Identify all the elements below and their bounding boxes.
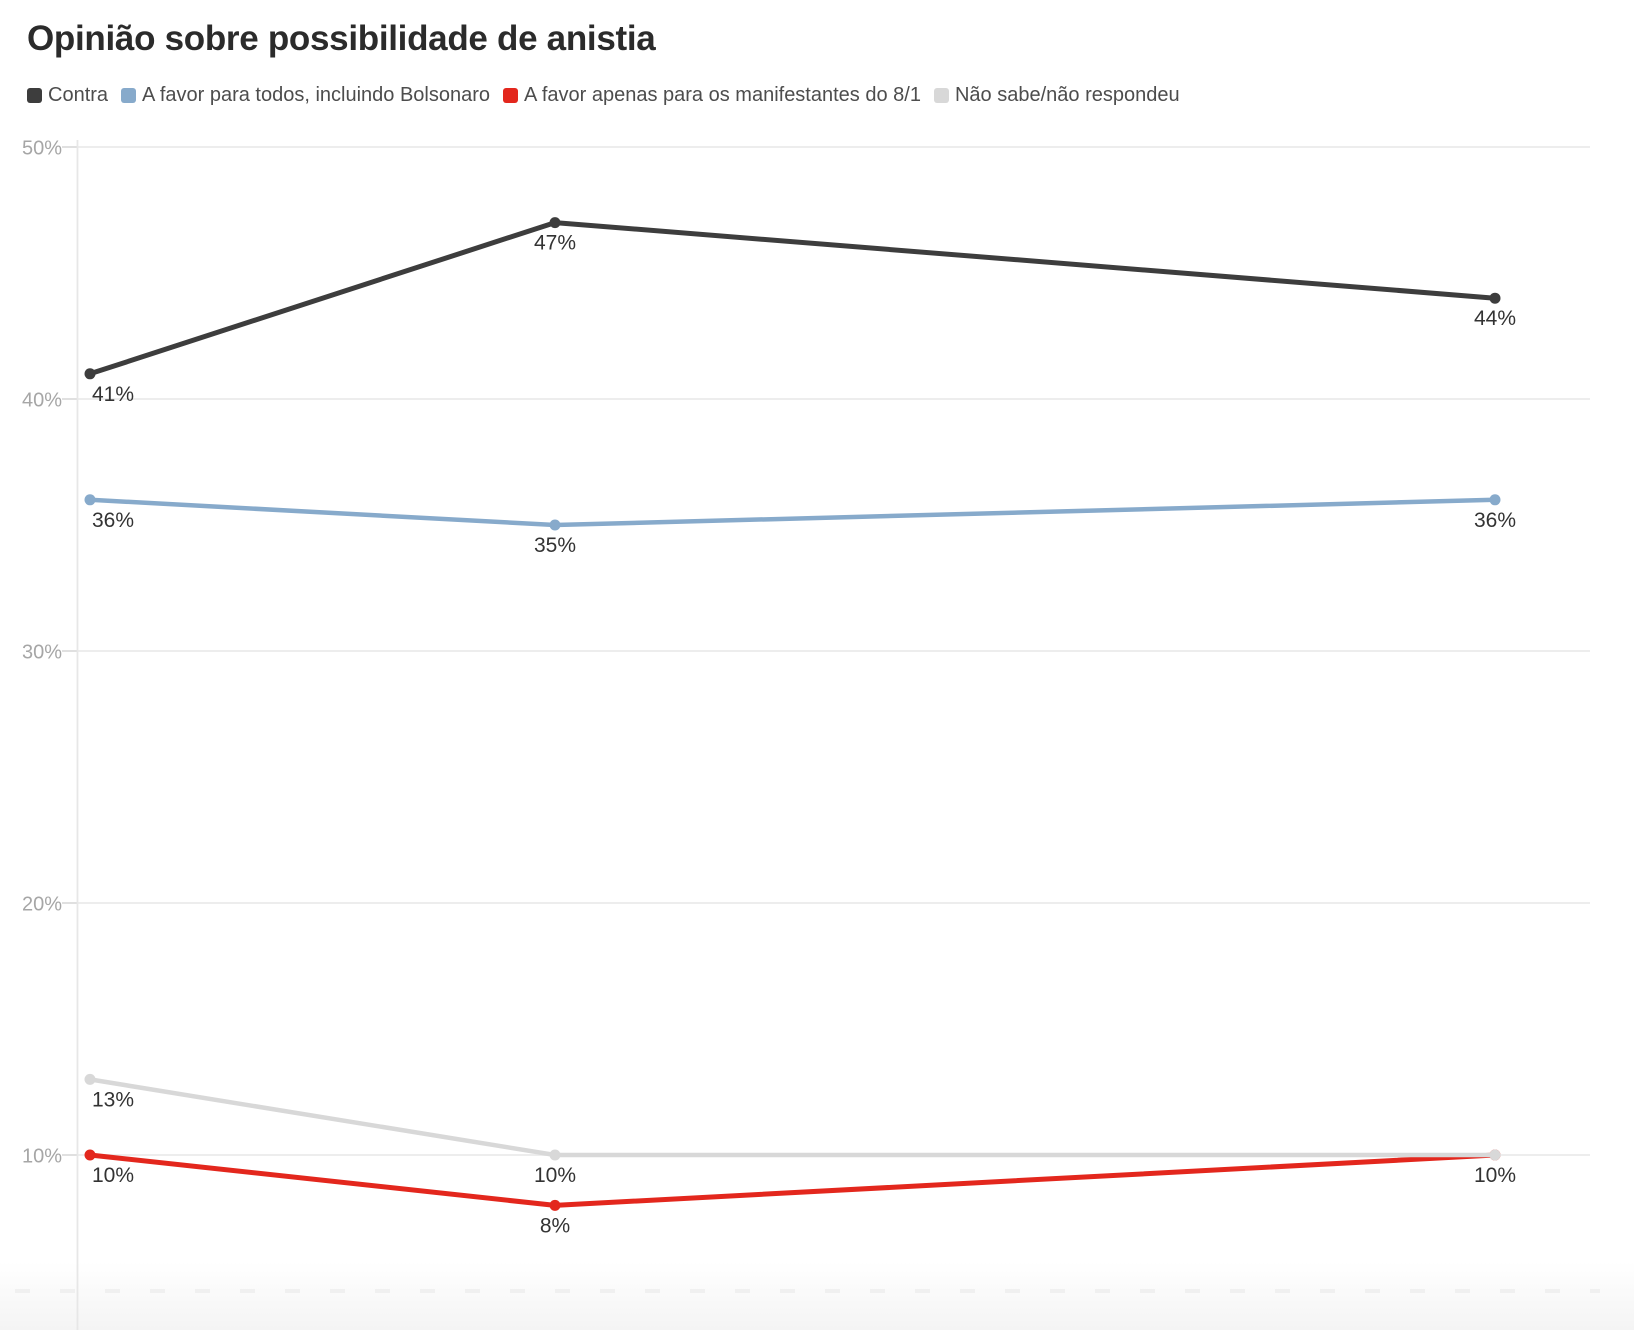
legend-item-0[interactable]: Contra: [27, 84, 108, 107]
data-label-3-1: 10%: [534, 1164, 576, 1187]
legend-item-3[interactable]: Não sabe/não respondeu: [933, 84, 1180, 107]
bottom-fade: [0, 1262, 1634, 1330]
legend-swatch-icon: [121, 88, 137, 103]
data-point-2-1: [549, 1199, 561, 1211]
legend-label: A favor para todos, incluindo Bolsonaro: [142, 84, 491, 106]
y-tick-label-10: 10%: [22, 1146, 62, 1168]
data-label-2-0: 10%: [92, 1164, 134, 1187]
y-tick-label-40: 40%: [22, 390, 62, 412]
legend-label: A favor apenas para os manifestantes do …: [524, 84, 921, 106]
data-label-0-0: 41%: [92, 383, 134, 406]
legend-label: Não sabe/não respondeu: [954, 84, 1180, 106]
data-point-0-0: [84, 368, 96, 380]
legend-label: Contra: [48, 84, 109, 106]
data-point-1-2: [1489, 494, 1501, 506]
data-point-1-0: [84, 494, 96, 506]
series-line-0: [87, 220, 1498, 377]
data-point-3-1: [549, 1149, 561, 1161]
data-label-1-1: 35%: [534, 534, 576, 557]
legend-item-1[interactable]: A favor para todos, incluindo Bolsonaro: [121, 84, 490, 107]
legend: Contra A favor para todos, incluindo Bols…: [27, 84, 1180, 107]
data-label-0-1: 47%: [534, 232, 576, 255]
data-point-3-0: [84, 1073, 96, 1085]
data-label-1-2: 36%: [1474, 509, 1516, 532]
data-label-2-2: 10%: [1474, 1164, 1516, 1187]
data-label-1-0: 36%: [92, 509, 134, 532]
data-point-2-0: [84, 1149, 96, 1161]
series-line-3: [87, 1077, 1498, 1158]
series-line-1: [87, 497, 1498, 528]
series-line-2: [87, 1152, 1498, 1208]
y-tick-label-30: 30%: [22, 642, 62, 664]
data-point-1-1: [549, 519, 561, 531]
data-label-0-2: 44%: [1474, 307, 1516, 330]
legend-swatch-icon: [503, 88, 519, 103]
legend-swatch-icon: [27, 88, 42, 103]
data-point-0-1: [549, 217, 561, 229]
data-label-3-0: 13%: [92, 1088, 134, 1111]
y-tick-label-50: 50%: [22, 138, 62, 160]
chart-title: Opinião sobre possibilidade de anistia: [27, 19, 656, 58]
legend-swatch-icon: [933, 88, 949, 103]
legend-item-2[interactable]: A favor apenas para os manifestantes do …: [503, 84, 921, 107]
data-point-3-2: [1489, 1149, 1501, 1161]
data-point-0-2: [1489, 292, 1501, 304]
data-label-2-1: 8%: [540, 1214, 570, 1237]
y-tick-label-20: 20%: [22, 894, 62, 916]
